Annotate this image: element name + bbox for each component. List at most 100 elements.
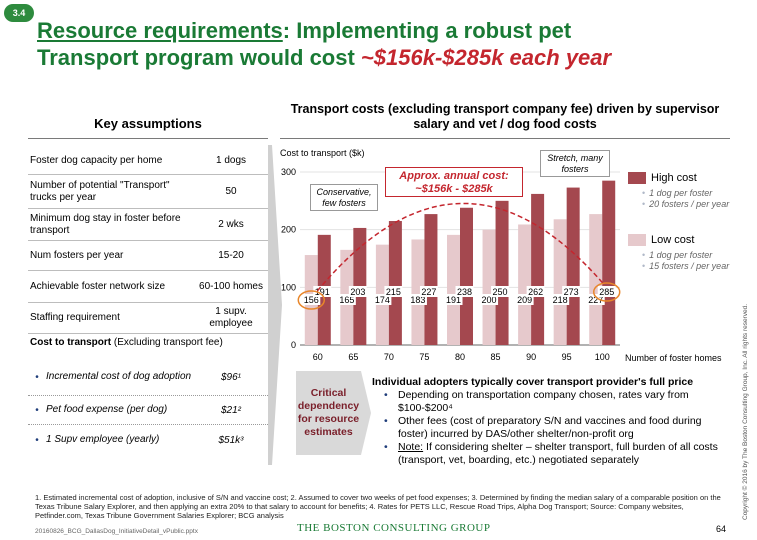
data-label-bg [384,286,403,297]
note-text: Other fees (cost of preparatory S/N and … [398,415,702,440]
assumption-row: Minimum dog stay in foster before transp… [28,208,268,240]
legend-sub-item: 1 dog per foster [649,188,713,198]
title-part3: Transport program would cost [37,45,361,70]
cost-item-divider [28,395,268,396]
cost-item-row: • Incremental cost of dog adoption $96¹ [28,362,268,392]
chevron-arrow-icon [268,145,282,465]
bar-high [460,207,473,345]
chart-header: Transport costs (excluding transport com… [290,102,720,131]
cost-item-label: Incremental cost of dog adoption [46,371,192,382]
note-item: • Note: If considering shelter – shelter … [384,441,729,466]
data-label-high: 250 [493,287,508,297]
highlight-circle-high [592,282,621,302]
legend-sub-low: • 1 dog per foster • 15 fosters / per year [642,250,730,271]
x-tick-label: 100 [595,352,610,362]
bullet-icon: • [384,441,388,453]
x-tick-label: 90 [526,352,536,362]
data-label-bg [586,294,605,305]
bar-low [447,234,460,345]
data-label-low: 183 [410,295,425,305]
assumption-label: Minimum dog stay in foster before transp… [30,212,181,236]
approx-cost-callout: Approx. annual cost: ~$156k - $285k [385,167,523,197]
assumption-value: 60-100 homes [199,280,263,292]
data-label-bg [302,294,321,305]
y-axis-label: Cost to transport ($k) [280,148,365,158]
data-label-high: 215 [386,287,401,297]
assumption-value: 15-20 [218,249,244,261]
data-label-low: 156 [304,295,319,305]
note-underline: Note: [398,441,424,453]
copyright-notice: Copyright © 2016 by The Boston Consultin… [742,303,749,520]
bar-high [566,187,580,345]
data-label-low: 218 [553,295,568,305]
data-label-high: 285 [599,287,614,297]
cost-item-value: $21² [220,404,241,416]
legend-sub-item: 1 dog per foster [649,250,713,260]
stretch-callout: Stretch, many fosters [540,150,610,177]
cost-item-value: $96¹ [220,371,241,383]
y-tick-label: 300 [281,167,296,177]
assumption-row: Staffing requirement 1 supv. employee [28,302,268,333]
x-tick-label: 80 [455,352,465,362]
assumption-value: 2 wks [218,218,244,230]
cost-item-divider [28,424,268,425]
data-label-high: 227 [421,287,436,297]
footnote: 1. Estimated incremental cost of adoptio… [35,493,721,520]
cost-chart: Cost to transport ($k) Number of foster … [280,148,722,363]
legend-swatch-low [628,234,646,246]
bar-low [553,219,567,345]
assumption-row: Num fosters per year 15-20 [28,240,268,270]
y-tick-label: 100 [281,282,296,292]
data-label-high: 191 [315,287,330,297]
note-item: • Depending on transportation company cho… [384,389,729,414]
plot-area: 0100200300156191601652036517421570183227… [281,167,621,362]
bullet-icon: • [35,371,39,383]
assumption-value: 50 [225,185,237,197]
bar-high [602,180,616,345]
assumption-value: 1 dogs [215,155,247,166]
notes-list: • Depending on transportation company cho… [384,389,729,467]
brand-logo: THE BOSTON CONSULTING GROUP [297,522,491,534]
data-label-high: 262 [528,287,543,297]
cost-item-label: 1 Supv employee (yearly) [46,434,160,445]
data-label-bg [597,286,616,297]
title-part2: : Implementing a robust pet [282,18,572,43]
legend-label-low: Low cost [651,234,695,246]
data-label-low: 174 [375,295,390,305]
bar-low [518,224,532,345]
x-tick-label: 95 [562,352,572,362]
data-label-bg [526,286,545,297]
x-tick-label: 65 [348,352,358,362]
bar-low [411,239,425,345]
assumption-label: Achievable foster network size [30,280,166,292]
bar-high [388,221,402,345]
data-label-low: 227 [588,295,603,305]
data-label-bg [562,286,581,297]
assumption-label: Staffing requirement [30,312,120,323]
conservative-callout: Conservative, few fosters [310,184,378,211]
title-highlight: ~$156k-$285k each year [360,45,612,70]
bullet-icon: • [384,415,388,427]
data-label-bg [373,294,392,305]
cost-heading-bold: Cost to transport [30,337,112,348]
legend-label-high: High cost [651,172,697,184]
assumption-row: Number of potential "Transport" trucks p… [28,174,268,208]
data-label-low: 191 [446,295,461,305]
section-badge: 3.4 [4,4,34,22]
data-label-high: 273 [564,287,579,297]
legend-sub-high: • 1 dog per foster • 20 fosters / per year [642,188,730,209]
data-label-bg [337,294,356,305]
bar-low [589,214,603,345]
x-tick-label: 85 [491,352,501,362]
page-number: 64 [716,524,727,534]
data-label-high: 203 [350,287,365,297]
data-label-bg [455,286,474,297]
data-label-bg [419,286,438,297]
bar-low [482,229,496,345]
bar-high [495,200,509,345]
critical-arrow-icon [361,371,371,455]
bar-high [531,193,545,345]
data-label-bg [408,294,427,305]
data-label-low: 200 [482,295,497,305]
data-label-bg [551,294,570,305]
